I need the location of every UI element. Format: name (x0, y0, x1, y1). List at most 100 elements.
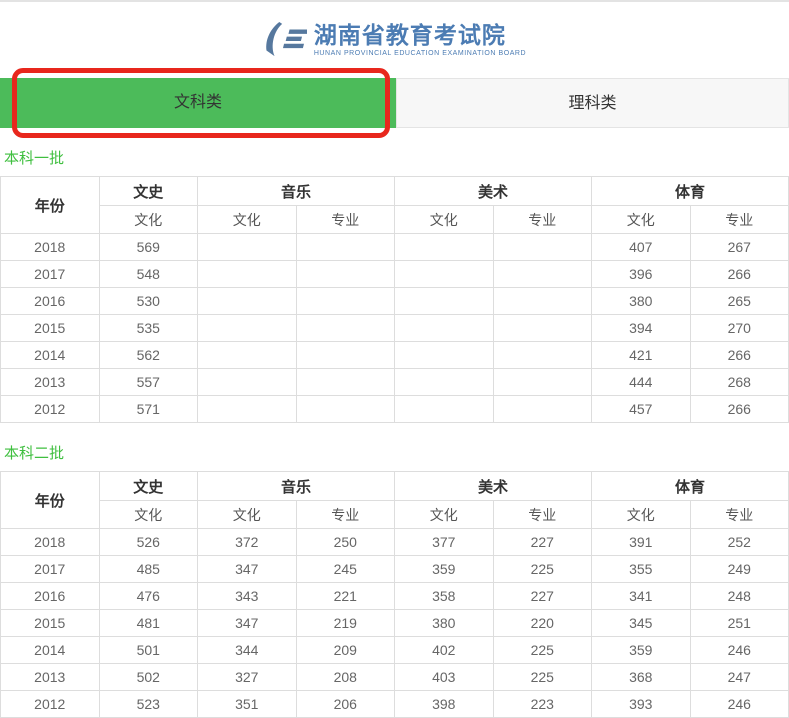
table-row: 2018 569 407 267 (0, 233, 789, 261)
score-cell: 393 (591, 690, 691, 718)
header-row-groups: 年份 文史 音乐 美术 体育 (0, 176, 789, 234)
score-cell: 394 (591, 314, 691, 342)
col-sub-header: 专业 (492, 205, 592, 234)
score-cell: 444 (591, 368, 691, 396)
score-cell (197, 233, 297, 261)
col-sub-header: 专业 (689, 500, 789, 529)
score-cell (394, 368, 494, 396)
col-sub-header: 专业 (295, 205, 395, 234)
score-cell: 225 (492, 636, 592, 664)
score-cell: 407 (591, 233, 691, 261)
score-cell: 267 (689, 233, 789, 261)
sections: 本科一批 年份 文史 音乐 美术 体育 文化 文化 专业 文化 专业 文化 专业 2018 569 407 26… (0, 147, 789, 718)
score-cell: 248 (689, 582, 789, 610)
score-cell: 359 (591, 636, 691, 664)
table-row: 2018 526 372 250 377 227 391 252 (0, 528, 789, 556)
score-cell: 421 (591, 341, 691, 369)
score-cell: 358 (394, 582, 494, 610)
col-group-header: 体育 (591, 176, 789, 206)
table-row: 2012 571 457 266 (0, 395, 789, 423)
score-cell: 223 (492, 690, 592, 718)
col-sub-header: 专业 (492, 500, 592, 529)
score-cell: 391 (591, 528, 691, 556)
table-row: 2014 562 421 266 (0, 341, 789, 369)
table-row: 2017 548 396 266 (0, 260, 789, 288)
score-cell: 355 (591, 555, 691, 583)
score-cell: 327 (197, 663, 297, 691)
col-year-header: 年份 (0, 471, 100, 529)
score-cell: 265 (689, 287, 789, 315)
score-cell: 485 (98, 555, 198, 583)
col-group-header: 文史 (98, 176, 198, 206)
col-sub-header: 专业 (689, 205, 789, 234)
year-cell: 2016 (0, 287, 100, 315)
score-cell (295, 314, 395, 342)
score-cell: 221 (295, 582, 395, 610)
score-cell: 403 (394, 663, 494, 691)
col-sub-header: 文化 (98, 205, 198, 234)
score-cell: 359 (394, 555, 494, 583)
col-sub-header: 文化 (394, 500, 494, 529)
col-group-header: 文史 (98, 471, 198, 501)
table-row: 2016 530 380 265 (0, 287, 789, 315)
score-cell (197, 341, 297, 369)
score-cell (492, 287, 592, 315)
tab-science[interactable]: 理科类 (396, 78, 789, 128)
tab-bar: 文科类 理科类 (0, 68, 789, 138)
score-cell: 351 (197, 690, 297, 718)
score-cell: 245 (295, 555, 395, 583)
score-cell: 225 (492, 555, 592, 583)
col-group-header: 音乐 (197, 471, 395, 501)
year-cell: 2012 (0, 690, 100, 718)
col-year-header: 年份 (0, 176, 100, 234)
score-cell: 481 (98, 609, 198, 637)
score-cell (295, 287, 395, 315)
score-cell (295, 341, 395, 369)
score-cell: 343 (197, 582, 297, 610)
logo: 湖南省教育考试院 HUNAN PROVINCIAL EDUCATION EXAM… (263, 21, 526, 59)
score-cell: 535 (98, 314, 198, 342)
score-cell: 372 (197, 528, 297, 556)
score-cell (295, 260, 395, 288)
year-cell: 2017 (0, 555, 100, 583)
year-cell: 2013 (0, 368, 100, 396)
year-cell: 2016 (0, 582, 100, 610)
score-cell: 523 (98, 690, 198, 718)
score-cell: 249 (689, 555, 789, 583)
score-cell: 526 (98, 528, 198, 556)
year-cell: 2014 (0, 341, 100, 369)
score-cell (394, 233, 494, 261)
year-cell: 2018 (0, 233, 100, 261)
score-cell (492, 395, 592, 423)
score-cell: 571 (98, 395, 198, 423)
score-cell (492, 314, 592, 342)
score-cell: 266 (689, 341, 789, 369)
score-cell: 345 (591, 609, 691, 637)
year-cell: 2017 (0, 260, 100, 288)
col-sub-header: 文化 (98, 500, 198, 529)
score-cell: 457 (591, 395, 691, 423)
score-cell: 557 (98, 368, 198, 396)
score-cell: 402 (394, 636, 494, 664)
score-cell: 396 (591, 260, 691, 288)
scores-table: 年份 文史 音乐 美术 体育 文化 文化 专业 文化 专业 文化 专业 2018 526 372 250 377… (0, 471, 789, 718)
score-cell: 530 (98, 287, 198, 315)
table-row: 2015 535 394 270 (0, 314, 789, 342)
score-cell (492, 341, 592, 369)
score-cell: 377 (394, 528, 494, 556)
logo-title: 湖南省教育考试院 (313, 21, 506, 48)
score-cell: 562 (98, 341, 198, 369)
col-sub-header: 文化 (197, 205, 297, 234)
score-cell (492, 233, 592, 261)
col-sub-header: 文化 (591, 500, 691, 529)
score-cell: 246 (689, 636, 789, 664)
score-cell: 344 (197, 636, 297, 664)
score-cell: 548 (98, 260, 198, 288)
logo-subtitle: HUNAN PROVINCIAL EDUCATION EXAMINATION B… (313, 50, 527, 58)
score-cell: 250 (295, 528, 395, 556)
score-cell: 347 (197, 609, 297, 637)
tab-liberal-arts[interactable]: 文科类 (0, 78, 396, 128)
score-cell: 368 (591, 663, 691, 691)
score-cell (394, 287, 494, 315)
